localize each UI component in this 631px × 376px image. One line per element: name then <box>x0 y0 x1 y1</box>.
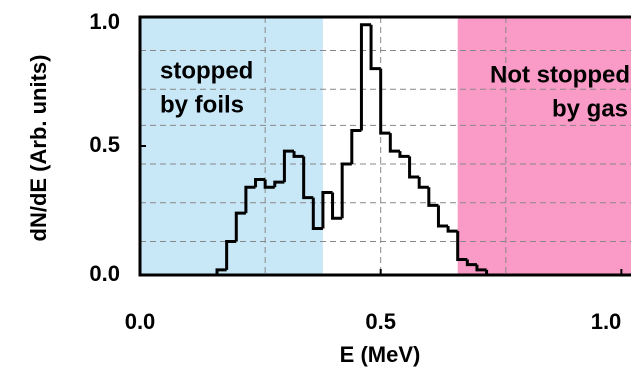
histogram-step <box>465 259 477 267</box>
x-tick-label: 0.5 <box>365 309 396 334</box>
x-tick-label: 0.0 <box>125 309 156 334</box>
region-label: by gas <box>552 95 628 122</box>
histogram-step <box>427 187 439 207</box>
histogram-step <box>388 133 400 153</box>
histogram-step <box>292 151 304 158</box>
histogram-step <box>225 239 237 270</box>
histogram-step <box>369 24 381 71</box>
y-tick-label: 0.5 <box>89 132 120 157</box>
region-label: by foils <box>160 91 244 118</box>
histogram-step <box>359 23 372 131</box>
histogram-step <box>331 192 343 220</box>
region <box>457 17 631 275</box>
histogram-step <box>244 185 256 214</box>
histogram-step <box>398 151 410 158</box>
histogram-step <box>321 190 333 229</box>
histogram-step <box>273 180 285 188</box>
region-label: Not stopped <box>490 61 630 88</box>
histogram-step <box>340 162 352 219</box>
region-label: stopped <box>160 57 253 84</box>
histogram-step <box>282 149 295 183</box>
x-axis-label: E (MeV) <box>340 342 421 367</box>
y-axis-label: dN/dE (Arb. units) <box>26 55 51 242</box>
histogram-step <box>436 205 449 228</box>
histogram-step <box>456 231 468 262</box>
histogram-step <box>254 178 266 188</box>
axes-frame <box>138 15 631 277</box>
histogram-step <box>446 225 458 233</box>
histogram-step <box>263 179 275 189</box>
histogram-step <box>350 129 362 165</box>
region <box>140 17 323 275</box>
histogram-step <box>417 176 429 189</box>
histogram-step <box>379 68 391 135</box>
histogram-step <box>234 211 246 242</box>
histogram-step <box>408 156 420 179</box>
y-tick-label: 1.0 <box>89 9 120 34</box>
histogram-step <box>475 264 487 272</box>
histogram-step <box>311 197 323 231</box>
histogram-step <box>302 156 314 200</box>
y-tick-label: 0.0 <box>89 261 120 286</box>
histogram-step <box>215 268 227 275</box>
x-tick-label: 1.0 <box>591 309 622 334</box>
